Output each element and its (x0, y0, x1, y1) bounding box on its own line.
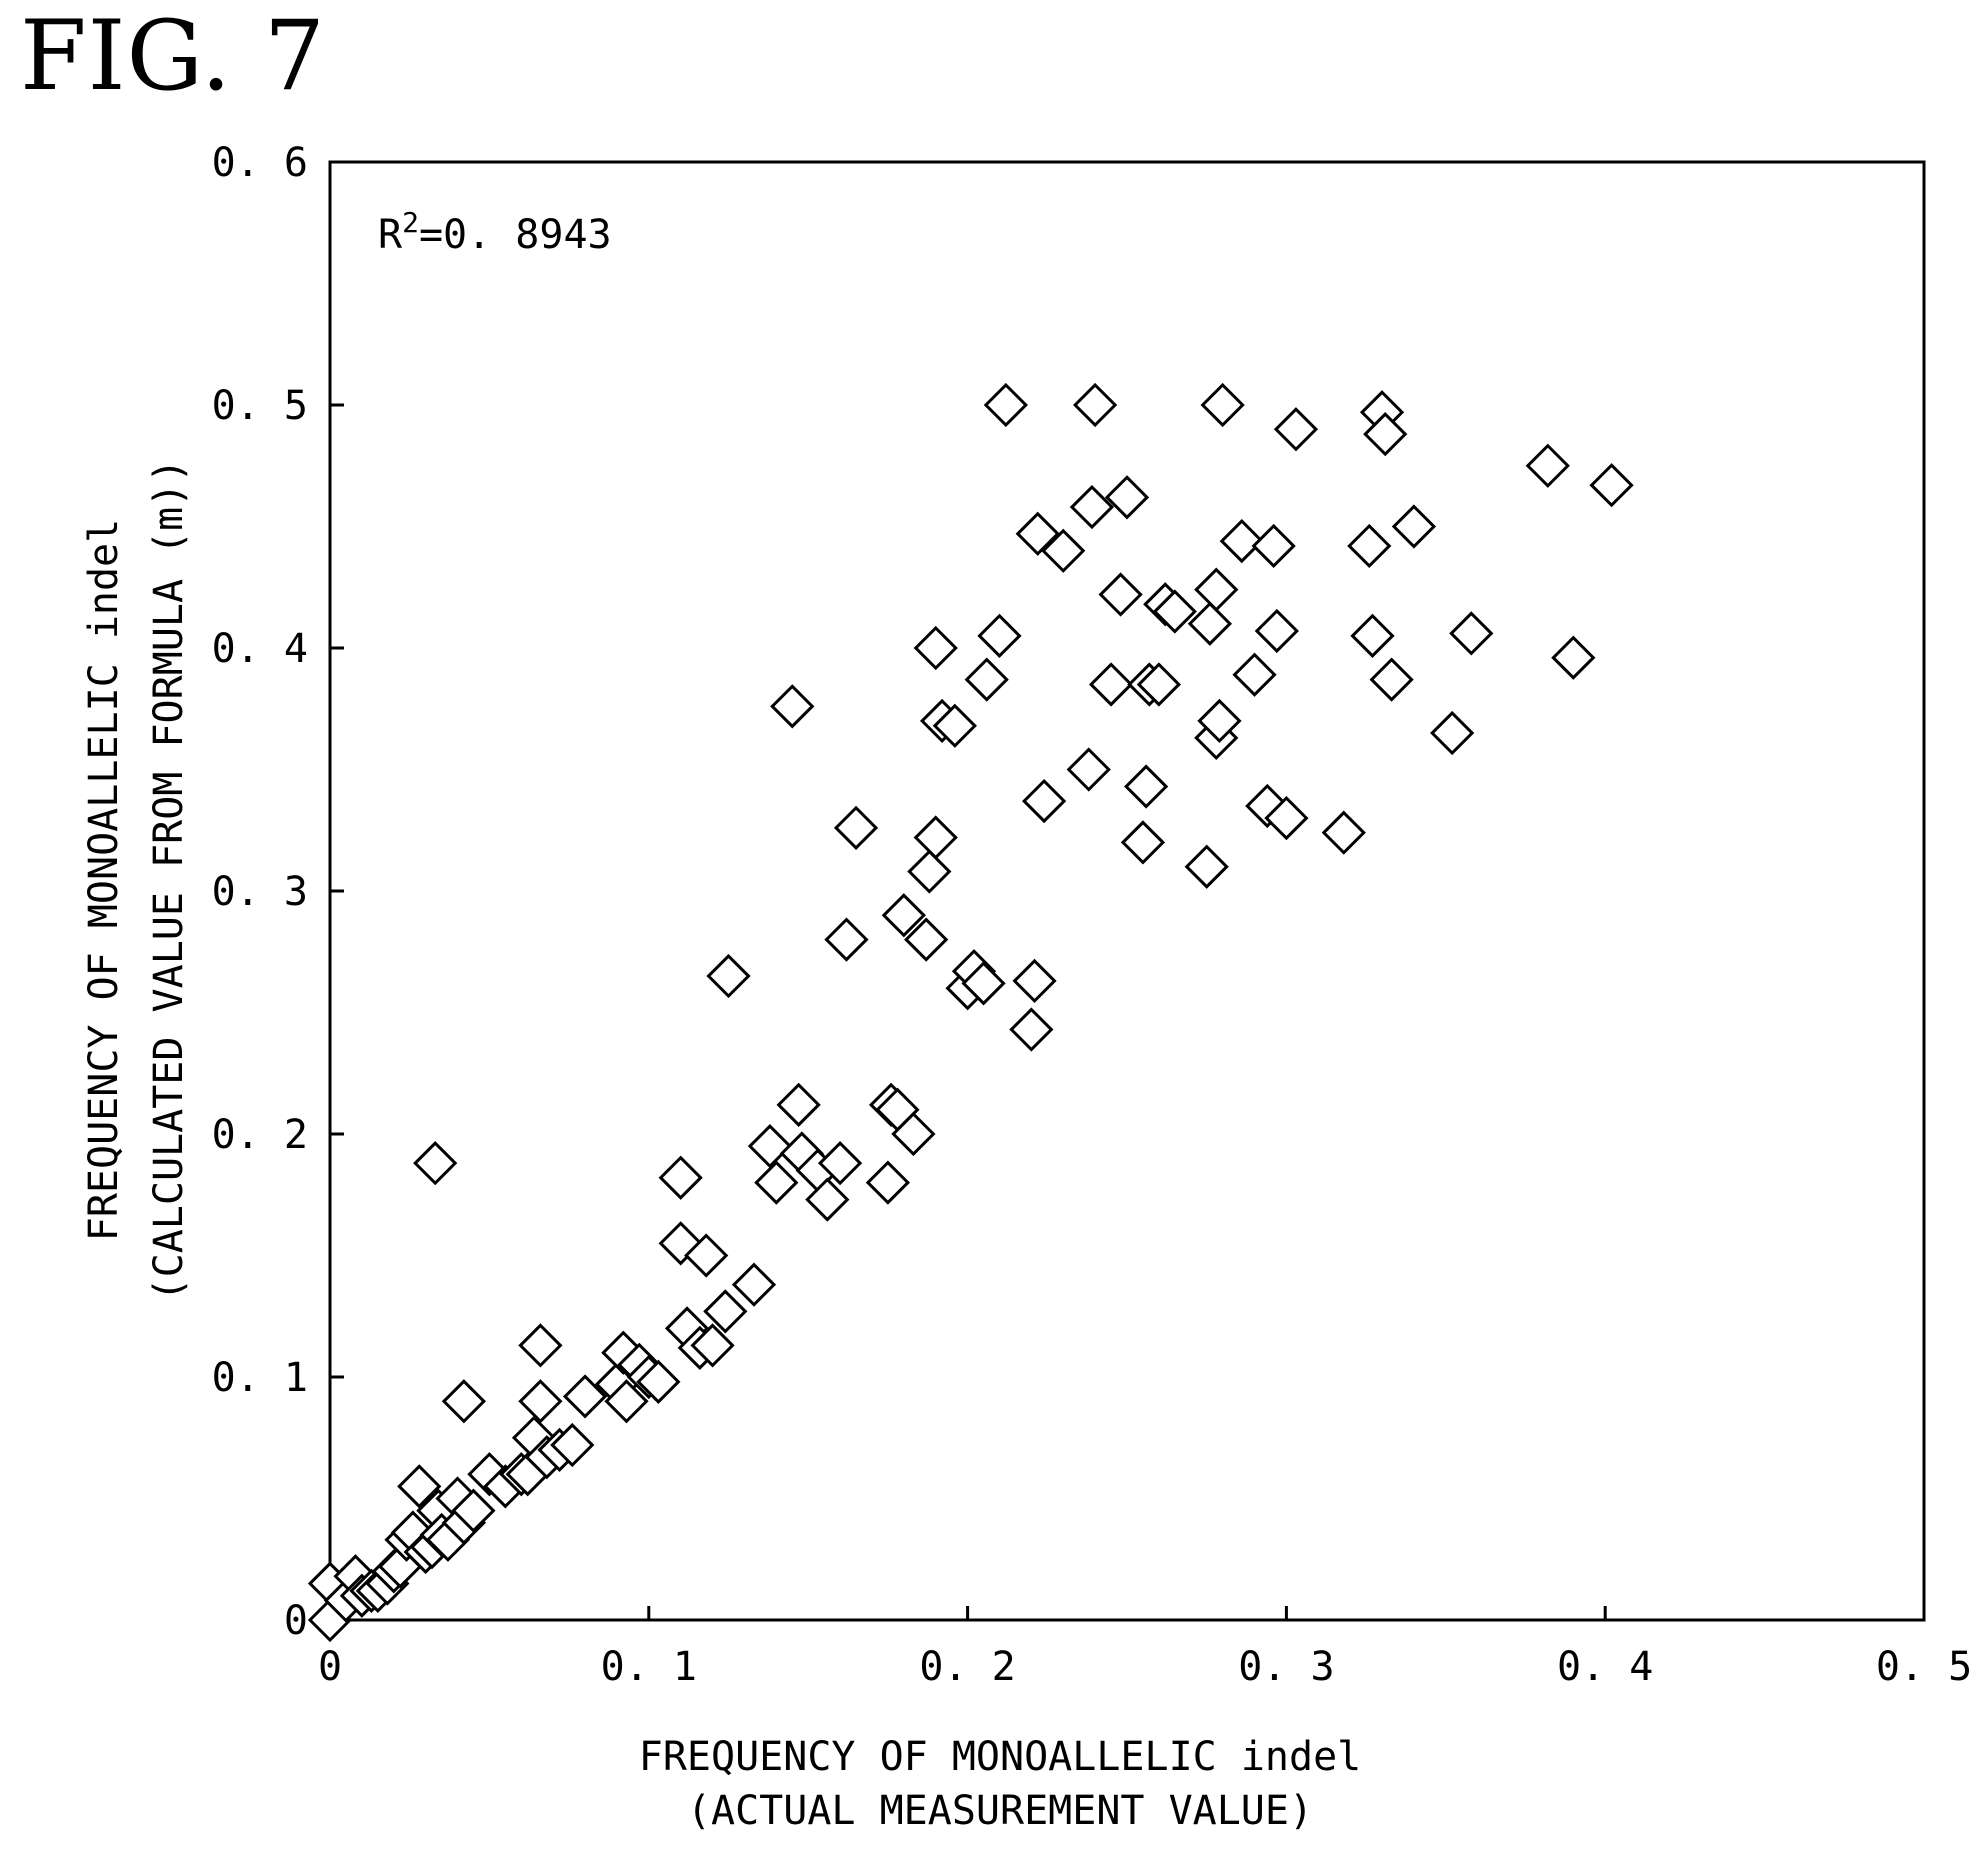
figure-label: FIG. 7 (20, 0, 326, 112)
data-point (1152, 589, 1197, 634)
y-tick-label: 0. 2 (212, 1112, 308, 1158)
data-point (805, 1177, 850, 1222)
data-point (913, 625, 958, 671)
data-point (706, 953, 751, 999)
data-point (1430, 710, 1475, 756)
data-point (1072, 382, 1118, 428)
data-point (1098, 572, 1143, 617)
data-point (1525, 443, 1570, 488)
data-point (977, 613, 1022, 658)
r-squared-annotation: R2=0. 8943 (378, 206, 612, 258)
data-point (865, 1160, 911, 1205)
data-point (658, 1155, 703, 1200)
data-point (1273, 407, 1319, 452)
data-point (684, 1233, 729, 1278)
data-point (604, 1379, 649, 1424)
data-point (562, 1374, 608, 1419)
x-tick-label: 0. 2 (919, 1644, 1015, 1690)
data-point (1184, 844, 1229, 889)
y-tick-label: 0. 3 (212, 869, 308, 915)
data-point (1197, 698, 1242, 744)
data-point (1194, 567, 1239, 612)
data-point (1350, 613, 1395, 658)
data-point (441, 1379, 487, 1424)
data-point (1251, 523, 1296, 569)
data-point (1264, 795, 1309, 841)
y-tick-label: 0. 1 (212, 1355, 308, 1401)
x-tick-label: 0. 4 (1557, 1644, 1653, 1690)
data-point (881, 893, 926, 938)
data-point (1136, 662, 1182, 707)
data-point (1088, 662, 1134, 707)
data-point (451, 1488, 496, 1533)
data-point (1187, 601, 1233, 646)
data-point (1219, 518, 1264, 564)
y-tick-label: 0 (284, 1598, 308, 1644)
data-point (913, 815, 958, 860)
data-point (747, 1124, 793, 1169)
data-point (1254, 608, 1299, 654)
data-point (891, 1111, 936, 1157)
data-point (932, 703, 977, 748)
x-axis: 0 0. 1 0. 2 0. 3 0. 4 0. 5 (318, 1606, 1972, 1690)
data-point (1021, 778, 1067, 824)
data-point (1369, 657, 1414, 702)
x-tick-label: 0. 3 (1238, 1644, 1334, 1690)
data-point (1015, 511, 1060, 556)
data-point (964, 657, 1009, 702)
data-point (518, 1379, 563, 1424)
data-point (1347, 523, 1392, 569)
data-point (817, 1141, 863, 1186)
data-point (1551, 635, 1596, 680)
data-point (397, 1464, 442, 1509)
data-point (833, 805, 879, 850)
data-point (983, 382, 1028, 428)
data-point (1232, 652, 1277, 697)
data-point (413, 1141, 458, 1186)
data-point (550, 1422, 595, 1468)
data-point (1589, 463, 1634, 508)
data-point (1449, 611, 1494, 656)
y-tick-label: 0. 6 (212, 140, 308, 186)
x-axis-title-line2: (ACTUAL MEASUREMENT VALUE) (687, 1788, 1313, 1834)
data-point (518, 1323, 563, 1368)
data-point (1124, 764, 1169, 809)
y-axis-title-line2: (CALCULATED VALUE FROM FORMULA (m)) (146, 459, 192, 1302)
data-point (636, 1359, 681, 1404)
data-point (907, 849, 952, 894)
y-tick-label: 0. 4 (212, 626, 308, 672)
data-point (731, 1262, 777, 1307)
data-point (1200, 382, 1245, 428)
y-tick-label: 0. 5 (212, 383, 308, 429)
data-point (1104, 475, 1150, 520)
x-tick-label: 0. 1 (601, 1644, 697, 1690)
x-axis-title-line1: FREQUENCY OF MONOALLELIC indel (639, 1734, 1361, 1780)
data-point (703, 1289, 748, 1334)
data-point (1041, 528, 1086, 573)
data-point (824, 917, 869, 962)
x-tick-label: 0 (318, 1644, 342, 1690)
data-point (1009, 1007, 1054, 1052)
data-point (776, 1082, 821, 1127)
data-point (754, 1160, 799, 1205)
data-point (1066, 747, 1111, 792)
data-point (961, 961, 1006, 1006)
y-axis: 0 0. 1 0. 2 0. 3 0. 4 0. 5 0. 6 (212, 140, 344, 1644)
x-tick-label: 0. 5 (1876, 1644, 1972, 1690)
data-point (1069, 484, 1115, 530)
y-axis-title-line1: FREQUENCY OF MONOALLELIC indel (81, 519, 127, 1241)
data-point (1321, 810, 1366, 855)
data-point (904, 917, 949, 962)
data-point (770, 684, 815, 729)
data-point (1120, 820, 1166, 865)
data-point (690, 1323, 735, 1368)
data-points (307, 382, 1634, 1643)
data-point (1012, 958, 1057, 1004)
data-point (1363, 412, 1408, 457)
data-point (1391, 504, 1437, 549)
